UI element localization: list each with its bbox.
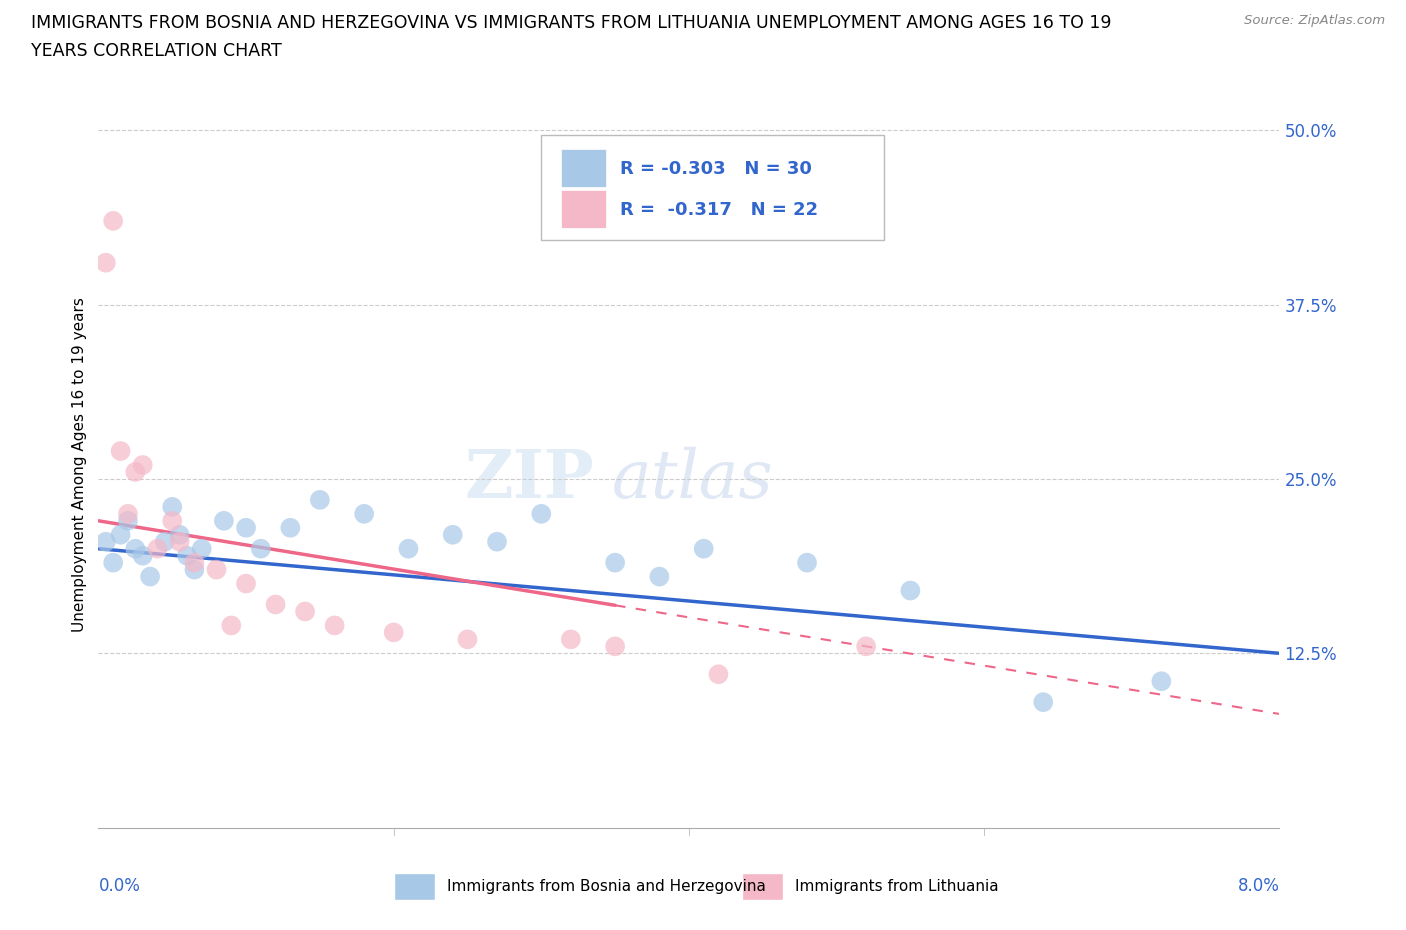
Text: Immigrants from Bosnia and Herzegovina: Immigrants from Bosnia and Herzegovina xyxy=(447,879,766,894)
FancyBboxPatch shape xyxy=(561,150,606,187)
Text: 0.0%: 0.0% xyxy=(98,876,141,895)
Point xyxy=(294,604,316,619)
Point xyxy=(139,569,162,584)
Point xyxy=(235,576,257,591)
Point xyxy=(117,513,139,528)
Point xyxy=(124,541,146,556)
Point xyxy=(169,534,191,549)
Point xyxy=(205,562,228,577)
Point xyxy=(486,534,509,549)
Point xyxy=(183,562,205,577)
Point xyxy=(183,555,205,570)
Point xyxy=(250,541,273,556)
Point xyxy=(94,256,117,271)
Point xyxy=(117,506,139,521)
Text: atlas: atlas xyxy=(612,447,773,512)
Point xyxy=(191,541,214,556)
Point xyxy=(176,548,198,563)
Text: IMMIGRANTS FROM BOSNIA AND HERZEGOVINA VS IMMIGRANTS FROM LITHUANIA UNEMPLOYMENT: IMMIGRANTS FROM BOSNIA AND HERZEGOVINA V… xyxy=(31,14,1111,32)
Text: YEARS CORRELATION CHART: YEARS CORRELATION CHART xyxy=(31,42,281,60)
FancyBboxPatch shape xyxy=(541,135,884,240)
Text: Source: ZipAtlas.com: Source: ZipAtlas.com xyxy=(1244,14,1385,27)
Point xyxy=(212,513,235,528)
Point xyxy=(153,534,176,549)
Point xyxy=(94,534,117,549)
Text: R =  -0.317   N = 22: R = -0.317 N = 22 xyxy=(620,201,818,219)
Point xyxy=(132,458,155,472)
Point xyxy=(1032,695,1054,710)
Point xyxy=(353,506,375,521)
Point xyxy=(648,569,671,584)
Point xyxy=(264,597,287,612)
FancyBboxPatch shape xyxy=(561,190,606,228)
FancyBboxPatch shape xyxy=(394,872,434,900)
Point xyxy=(221,618,243,633)
Point xyxy=(124,464,146,480)
Point xyxy=(605,639,627,654)
Text: 8.0%: 8.0% xyxy=(1237,876,1279,895)
Point xyxy=(530,506,553,521)
Point xyxy=(605,555,627,570)
Point xyxy=(162,499,183,514)
Text: R = -0.303   N = 30: R = -0.303 N = 30 xyxy=(620,160,813,178)
Point xyxy=(162,513,183,528)
FancyBboxPatch shape xyxy=(742,872,783,900)
Point xyxy=(707,667,730,682)
Point xyxy=(309,493,332,508)
Point xyxy=(457,632,479,647)
Y-axis label: Unemployment Among Ages 16 to 19 years: Unemployment Among Ages 16 to 19 years xyxy=(72,298,87,632)
Point xyxy=(693,541,716,556)
Point xyxy=(398,541,420,556)
Point xyxy=(169,527,191,542)
Point xyxy=(560,632,582,647)
Point xyxy=(110,527,132,542)
Point xyxy=(110,444,132,458)
Text: Immigrants from Lithuania: Immigrants from Lithuania xyxy=(796,879,998,894)
Point xyxy=(103,555,125,570)
Point xyxy=(132,548,155,563)
Point xyxy=(323,618,346,633)
Point xyxy=(855,639,877,654)
Point xyxy=(103,214,125,229)
Point xyxy=(900,583,922,598)
Point xyxy=(280,520,302,535)
Point xyxy=(1150,673,1173,688)
Point xyxy=(441,527,464,542)
Point xyxy=(382,625,405,640)
Text: ZIP: ZIP xyxy=(465,447,595,512)
Point xyxy=(146,541,169,556)
Point xyxy=(796,555,818,570)
Point xyxy=(235,520,257,535)
